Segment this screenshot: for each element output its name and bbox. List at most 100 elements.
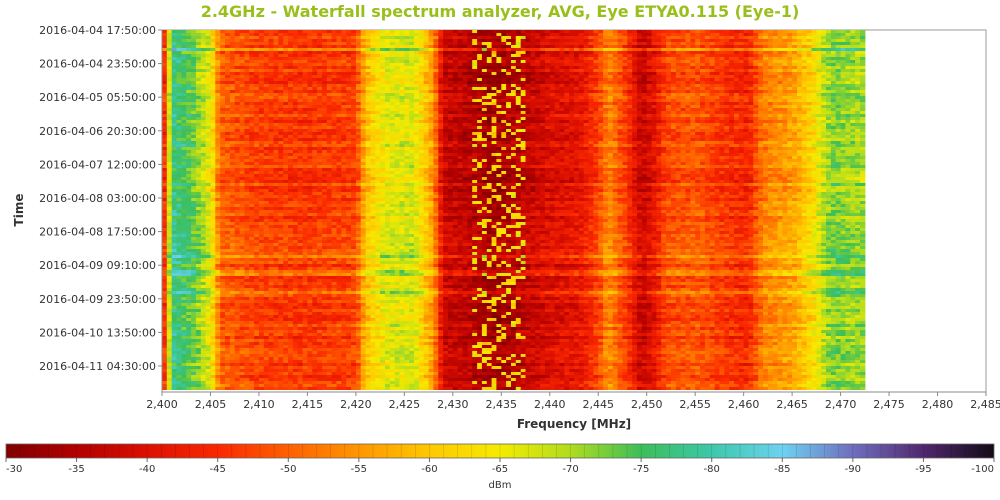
heatmap-cell — [554, 111, 560, 114]
heatmap-cell — [593, 90, 599, 93]
heatmap-cell — [351, 87, 357, 90]
heatmap-cell — [336, 99, 342, 102]
heatmap-cell — [661, 69, 667, 72]
heatmap-cell — [162, 57, 168, 60]
heatmap-cell — [166, 78, 173, 81]
heatmap-cell — [258, 84, 265, 87]
heatmap-cell — [544, 105, 551, 108]
heatmap-cell — [433, 90, 439, 93]
heatmap-cell — [341, 99, 347, 102]
heatmap-cell — [743, 108, 749, 111]
heatmap-cell — [632, 42, 638, 45]
heatmap-cell — [520, 87, 527, 90]
heatmap-cell — [423, 120, 430, 123]
heatmap-cell — [748, 111, 754, 114]
heatmap-cell — [549, 111, 556, 114]
heatmap-cell — [186, 72, 192, 75]
heatmap-cell — [166, 126, 173, 129]
heatmap-cell — [292, 48, 299, 51]
heatmap-cell — [375, 117, 381, 120]
heatmap-cell — [777, 84, 783, 87]
heatmap-cell — [564, 30, 570, 33]
heatmap-cell — [700, 108, 706, 111]
heatmap-cell — [191, 48, 197, 51]
heatmap-cell — [268, 51, 274, 54]
heatmap-cell — [797, 84, 803, 87]
heatmap-cell — [709, 60, 716, 63]
heatmap-cell — [729, 120, 735, 123]
heatmap-cell — [341, 102, 347, 105]
heatmap-cell — [263, 48, 270, 51]
heatmap-cell — [704, 78, 711, 81]
heatmap-cell — [520, 102, 527, 105]
heatmap-cell — [452, 48, 459, 51]
heatmap-cell — [225, 90, 231, 93]
heatmap-cell — [685, 66, 691, 69]
heatmap-cell — [467, 90, 473, 93]
heatmap-cell — [341, 48, 347, 51]
heatmap-cell — [583, 114, 590, 117]
heatmap-cell — [326, 81, 333, 84]
heatmap-cell — [719, 48, 725, 51]
heatmap-cell — [651, 129, 657, 132]
heatmap-cell — [627, 81, 633, 84]
heatmap-cell — [734, 36, 740, 39]
heatmap-cell — [317, 63, 323, 66]
heatmap-cell — [496, 72, 502, 75]
heatmap-cell — [816, 123, 822, 126]
heatmap-cell — [486, 81, 493, 84]
heatmap-cell — [520, 48, 527, 51]
heatmap-cell — [258, 63, 265, 66]
heatmap-cell — [370, 75, 376, 78]
heatmap-cell — [312, 129, 318, 132]
heatmap-cell — [525, 126, 531, 129]
heatmap-cell — [525, 102, 531, 105]
heatmap-cell — [273, 69, 279, 72]
heatmap-cell — [254, 75, 260, 78]
heatmap-cell — [171, 81, 178, 84]
heatmap-cell — [268, 87, 274, 90]
heatmap-cell — [375, 129, 381, 132]
heatmap-cell — [801, 129, 808, 132]
heatmap-cell — [312, 33, 318, 36]
heatmap-cell — [481, 39, 488, 42]
heatmap-cell — [215, 117, 221, 120]
heatmap-cell — [171, 36, 178, 39]
heatmap-cell — [680, 84, 686, 87]
heatmap-cell — [448, 99, 454, 102]
heatmap-cell — [171, 87, 178, 90]
heatmap-cell — [840, 84, 846, 87]
heatmap-cell — [336, 48, 342, 51]
heatmap-cell — [370, 108, 376, 111]
heatmap-cell — [365, 111, 371, 114]
heatmap-cell — [365, 114, 371, 117]
heatmap-cell — [389, 87, 396, 90]
heatmap-cell — [355, 72, 362, 75]
heatmap-cell — [171, 60, 178, 63]
heatmap-cell — [331, 36, 337, 39]
heatmap-cell — [380, 114, 386, 117]
heatmap-cell — [603, 87, 609, 90]
heatmap-cell — [404, 63, 410, 66]
heatmap-cell — [171, 66, 178, 69]
heatmap-cell — [632, 126, 638, 129]
heatmap-cell — [205, 90, 211, 93]
heatmap-cell — [229, 129, 236, 132]
heatmap-cell — [835, 78, 842, 81]
heatmap-cell — [355, 33, 362, 36]
heatmap-cell — [675, 75, 682, 78]
heatmap-cell — [254, 69, 260, 72]
heatmap-cell — [792, 87, 798, 90]
heatmap-cell — [220, 123, 226, 126]
heatmap-cell — [249, 129, 255, 132]
heatmap-cell — [389, 63, 396, 66]
heatmap-cell — [826, 33, 832, 36]
heatmap-cell — [472, 129, 478, 132]
heatmap-cell — [200, 75, 207, 78]
heatmap-cell — [782, 69, 788, 72]
heatmap-cell — [656, 120, 662, 123]
heatmap-cell — [719, 69, 725, 72]
heatmap-cell — [292, 99, 299, 102]
heatmap-cell — [777, 87, 783, 90]
heatmap-cell — [782, 114, 788, 117]
